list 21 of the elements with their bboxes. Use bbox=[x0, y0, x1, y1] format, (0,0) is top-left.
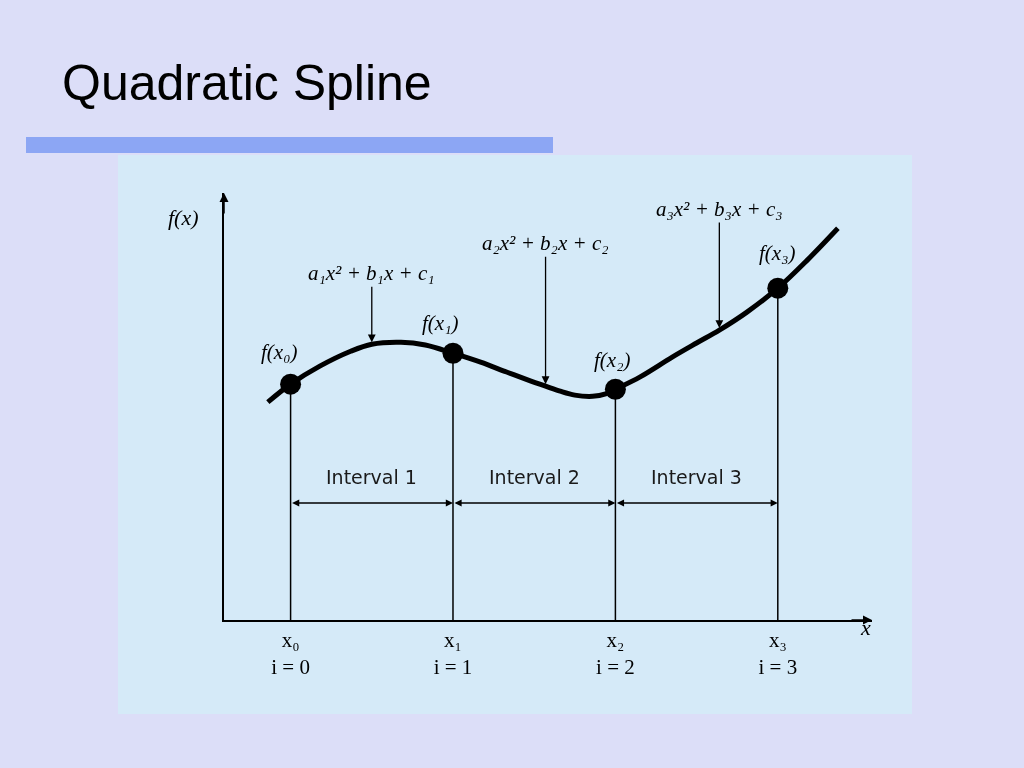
annotation: Interval 2 bbox=[489, 466, 580, 488]
x-axis-title: x bbox=[860, 615, 871, 640]
annotation: a₁x² + b₁x + c₁ bbox=[308, 261, 435, 285]
y-axis-title: f(x) bbox=[168, 205, 199, 230]
annotation: f(x₂) bbox=[594, 348, 631, 372]
point bbox=[280, 373, 302, 395]
point bbox=[442, 342, 464, 364]
x-tick-label: x₁ i = 1 bbox=[433, 627, 473, 680]
annotation: a₃x² + b₃x + c₃ bbox=[656, 197, 783, 221]
annotation: f(x₀) bbox=[261, 340, 298, 364]
x-tick-label: x₃ i = 3 bbox=[758, 627, 798, 680]
annotation: f(x₁) bbox=[422, 311, 459, 335]
annotation: Interval 3 bbox=[651, 466, 742, 488]
point bbox=[767, 277, 789, 299]
annotation: f(x₃) bbox=[759, 241, 796, 265]
chart-title: Quadratic Spline bbox=[62, 54, 432, 111]
x-tick-label: x₀ i = 0 bbox=[271, 627, 310, 680]
annotation: Interval 1 bbox=[326, 466, 417, 488]
x-tick-label: x₂ i = 2 bbox=[596, 627, 635, 680]
point bbox=[604, 378, 626, 400]
annotation: a₂x² + b₂x + c₂ bbox=[482, 231, 609, 255]
